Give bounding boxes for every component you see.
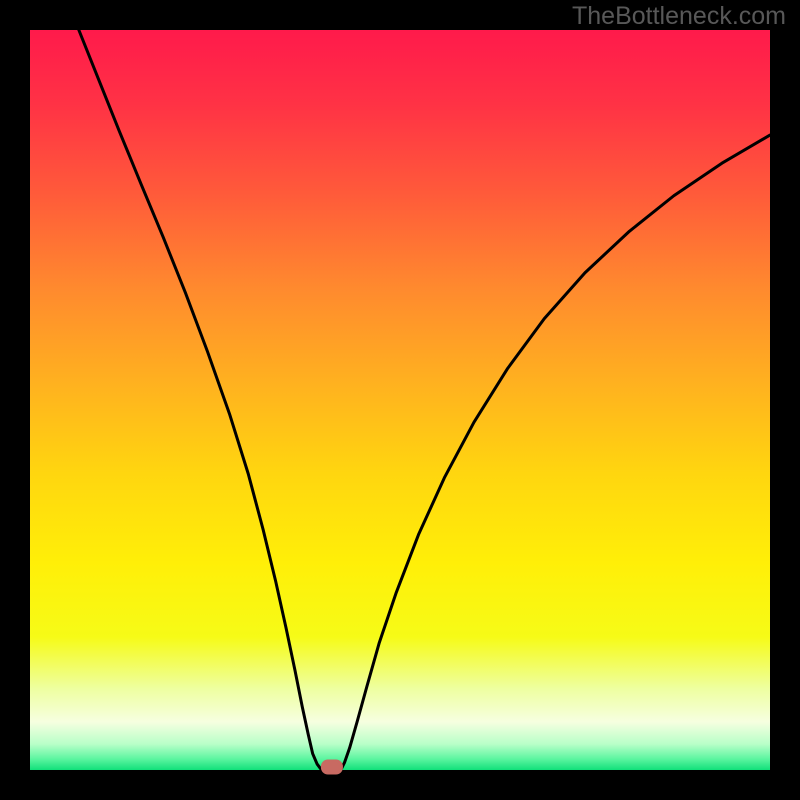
optimal-marker bbox=[321, 760, 343, 775]
bottleneck-chart: TheBottleneck.com bbox=[0, 0, 800, 800]
chart-plot-area bbox=[30, 30, 770, 770]
chart-svg bbox=[0, 0, 800, 800]
watermark-label: TheBottleneck.com bbox=[572, 2, 786, 31]
